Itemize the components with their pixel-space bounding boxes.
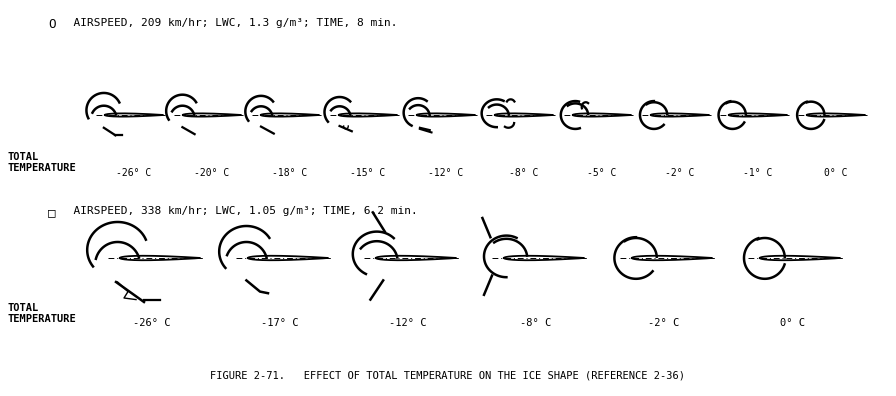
Text: 0° C: 0° C (824, 168, 848, 178)
Text: TEMPERATURE: TEMPERATURE (8, 163, 77, 173)
Text: -8° C: -8° C (509, 168, 538, 178)
Text: -18° C: -18° C (272, 168, 307, 178)
Text: TOTAL: TOTAL (8, 152, 39, 162)
Text: AIRSPEED, 209 km/hr; LWC, 1.3 g/m³; TIME, 8 min.: AIRSPEED, 209 km/hr; LWC, 1.3 g/m³; TIME… (60, 18, 398, 28)
Text: -26° C: -26° C (134, 318, 171, 328)
Text: -12° C: -12° C (389, 318, 426, 328)
Text: □: □ (48, 206, 56, 219)
Text: -26° C: -26° C (116, 168, 151, 178)
Text: -12° C: -12° C (428, 168, 463, 178)
Text: -5° C: -5° C (587, 168, 616, 178)
Text: AIRSPEED, 338 km/hr; LWC, 1.05 g/m³; TIME, 6.2 min.: AIRSPEED, 338 km/hr; LWC, 1.05 g/m³; TIM… (60, 206, 418, 216)
Text: -15° C: -15° C (350, 168, 385, 178)
Text: -8° C: -8° C (521, 318, 552, 328)
Text: -2° C: -2° C (666, 168, 694, 178)
Text: O: O (48, 18, 56, 31)
Text: -20° C: -20° C (194, 168, 229, 178)
Text: -2° C: -2° C (649, 318, 680, 328)
Text: TEMPERATURE: TEMPERATURE (8, 314, 77, 324)
Text: FIGURE 2-71.   EFFECT OF TOTAL TEMPERATURE ON THE ICE SHAPE (REFERENCE 2-36): FIGURE 2-71. EFFECT OF TOTAL TEMPERATURE… (211, 370, 685, 380)
Text: TOTAL: TOTAL (8, 303, 39, 313)
Text: 0° C: 0° C (780, 318, 805, 328)
Text: -1° C: -1° C (744, 168, 772, 178)
Text: -17° C: -17° C (262, 318, 298, 328)
